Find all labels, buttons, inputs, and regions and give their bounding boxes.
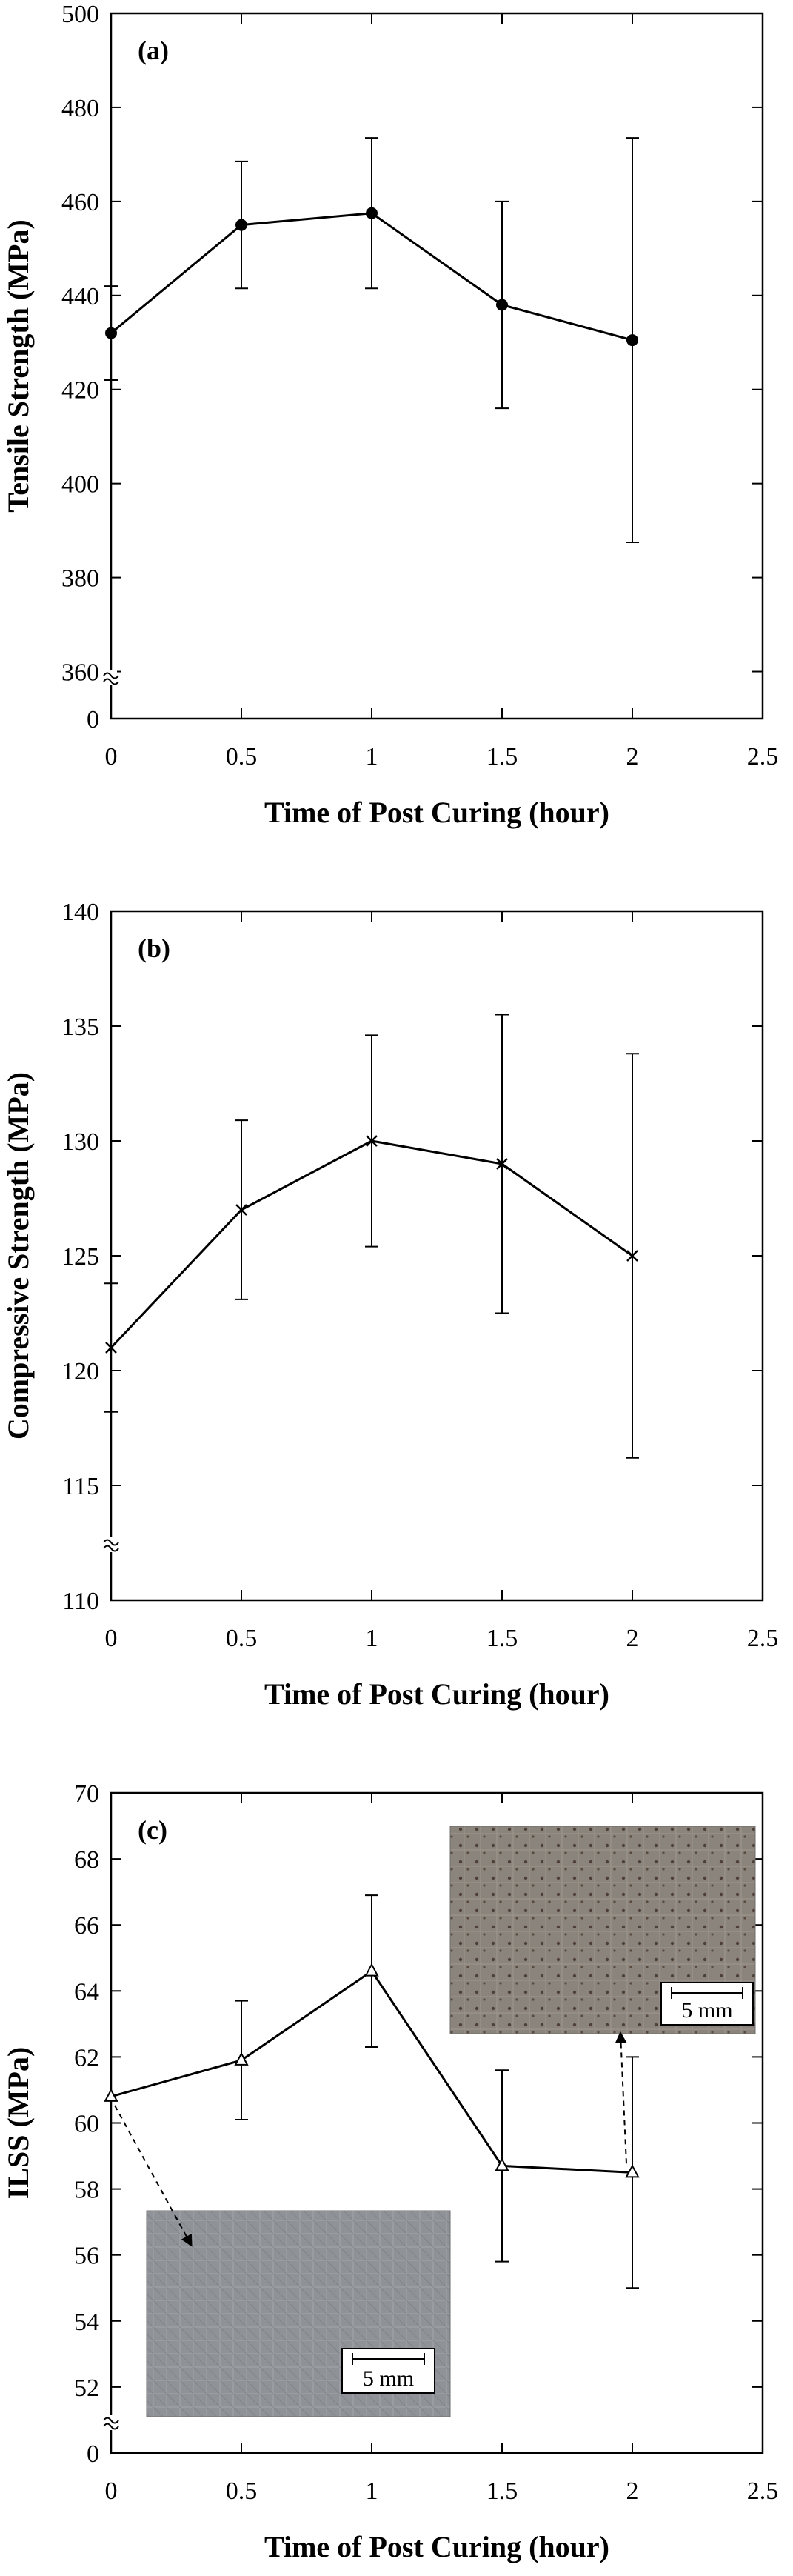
x-tick-label: 2.5 <box>747 1625 779 1652</box>
x-tick-label: 0 <box>105 1625 118 1652</box>
y-tick-label: 58 <box>74 2177 99 2204</box>
x-tick-label: 0.5 <box>226 1625 258 1652</box>
y-tick-label: 130 <box>61 1128 99 1156</box>
y-tick-label: 120 <box>61 1358 99 1385</box>
y-tick-label: 440 <box>61 283 99 310</box>
data-point <box>364 1963 379 1977</box>
y-axis-label: ILSS (MPa) <box>1 2047 35 2200</box>
x-tick-label: 1 <box>366 2477 378 2505</box>
inset-pointer-arrow <box>114 2105 193 2247</box>
y-tick-label: 360 <box>61 659 99 687</box>
x-tick-label: 0.5 <box>226 743 258 771</box>
data-point <box>495 2157 509 2171</box>
data-point <box>235 219 247 231</box>
y-tick-label: 68 <box>74 1846 99 1874</box>
axis-break-mark <box>103 1545 119 1552</box>
inset-micrograph-2h: 5 mm <box>449 1826 756 2164</box>
x-tick-label: 0 <box>105 2477 118 2505</box>
chart-panel-a: 0 0.5 1 1.5 2 2.5 0 360 380 400 420 440 460 480 500 Tim… <box>1 1 778 829</box>
chart-panel-c: 0 0.5 1 1.5 2 2.5 0 52 54 56 58 60 62 64 66 68 70 Time of… <box>1 1780 778 2563</box>
data-point <box>235 1204 247 1216</box>
scale-bar-box <box>660 1982 754 2026</box>
x-axis-label: Time of Post Curing (hour) <box>264 796 609 829</box>
x-tick-label: 1 <box>366 743 378 771</box>
inset-micrograph-0h: 5 mm <box>114 2105 451 2417</box>
y-tick-label: 125 <box>61 1243 99 1271</box>
y-tick-label: 52 <box>74 2374 99 2402</box>
x-tick-label: 0 <box>105 743 118 771</box>
data-point <box>626 1250 638 1262</box>
chart-panel-b: 0 0.5 1 1.5 2 2.5 110 115 120 125 130 135 140 Time of… <box>1 899 778 1711</box>
x-tick-label: 2 <box>626 1625 639 1652</box>
data-point <box>234 2051 249 2066</box>
x-axis-label: Time of Post Curing (hour) <box>264 2530 609 2563</box>
y-tick-label: 110 <box>62 1588 99 1615</box>
y-tick-label: 54 <box>74 2309 99 2336</box>
x-tick-label: 2 <box>626 743 639 771</box>
y-tick-label: 420 <box>61 377 99 405</box>
data-point <box>496 1158 508 1170</box>
axis-break-mark <box>103 2417 119 2424</box>
y-tick-label: 64 <box>74 1978 99 2006</box>
axis-break-mark <box>103 678 119 685</box>
y-tick-label: 140 <box>61 899 99 926</box>
data-point <box>626 334 638 347</box>
plot-frame <box>110 910 764 1602</box>
data-point <box>366 207 378 219</box>
axis-break-mark <box>103 1539 119 1546</box>
y-tick-label: 56 <box>74 2243 99 2270</box>
data-point <box>105 1342 117 1354</box>
data-point-stroke <box>626 1250 638 1262</box>
x-tick-label: 1.5 <box>486 1625 518 1652</box>
y-axis-label: Tensile Strength (MPa) <box>1 219 35 513</box>
data-point <box>105 327 117 339</box>
y-tick-label: 0 <box>87 2440 99 2468</box>
axis-break-mask <box>105 1537 117 1552</box>
y-axis-label: Compressive Strength (MPa) <box>1 1072 35 1440</box>
scale-bar-box <box>341 2348 435 2394</box>
y-tick-label: 62 <box>74 2044 99 2071</box>
data-point-stroke <box>105 1342 117 1354</box>
axis-break-mark <box>103 672 119 679</box>
x-tick-label: 1 <box>366 1625 378 1652</box>
y-tick-label: 70 <box>74 1780 99 1808</box>
axis-break-mark <box>103 2423 119 2430</box>
x-tick-label: 0.5 <box>226 2477 258 2505</box>
y-tick-label: 60 <box>74 2111 99 2138</box>
y-tick-label: 115 <box>62 1473 99 1500</box>
y-tick-label: 380 <box>61 565 99 593</box>
scale-bar-label: 5 mm <box>681 1998 732 2023</box>
x-tick-label: 2.5 <box>747 743 779 771</box>
data-point <box>104 2088 118 2102</box>
panel-label: (c) <box>138 1815 167 1845</box>
y-tick-label: 135 <box>61 1014 99 1041</box>
panel-label: (b) <box>138 933 170 963</box>
data-point-stroke <box>235 1204 247 1216</box>
data-point-stroke <box>496 1158 508 1170</box>
panel-label: (a) <box>138 36 169 65</box>
axis-break-mask <box>105 670 117 685</box>
y-tick-label: 480 <box>61 95 99 122</box>
data-point <box>625 2164 640 2178</box>
plot-frame <box>110 12 764 720</box>
y-tick-label: 500 <box>61 1 99 28</box>
x-tick-label: 1.5 <box>486 2477 518 2505</box>
x-axis-label: Time of Post Curing (hour) <box>264 1677 609 1711</box>
y-tick-label: 0 <box>87 706 99 733</box>
data-point-stroke <box>366 1135 378 1147</box>
scale-bar-label: 5 mm <box>363 2366 414 2391</box>
y-tick-label: 460 <box>61 189 99 216</box>
data-point <box>496 299 508 311</box>
y-tick-label: 66 <box>74 1912 99 1940</box>
data-point <box>366 1135 378 1147</box>
x-tick-label: 2.5 <box>747 2477 779 2505</box>
inset-pointer-arrow <box>615 2031 627 2164</box>
x-tick-label: 2 <box>626 2477 639 2505</box>
y-tick-label: 400 <box>61 471 99 499</box>
axis-break-mask <box>105 2415 117 2430</box>
x-tick-label: 1.5 <box>486 743 518 771</box>
